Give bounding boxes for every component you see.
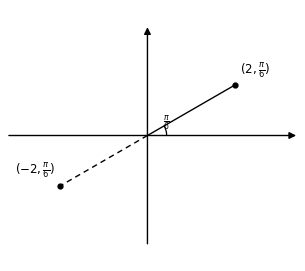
Text: $(-2, \frac{\pi}{6})$: $(-2, \frac{\pi}{6})$ [15, 162, 55, 181]
Text: $(2, \frac{\pi}{6})$: $(2, \frac{\pi}{6})$ [240, 62, 270, 81]
Text: $\frac{\pi}{6}$: $\frac{\pi}{6}$ [163, 114, 170, 133]
